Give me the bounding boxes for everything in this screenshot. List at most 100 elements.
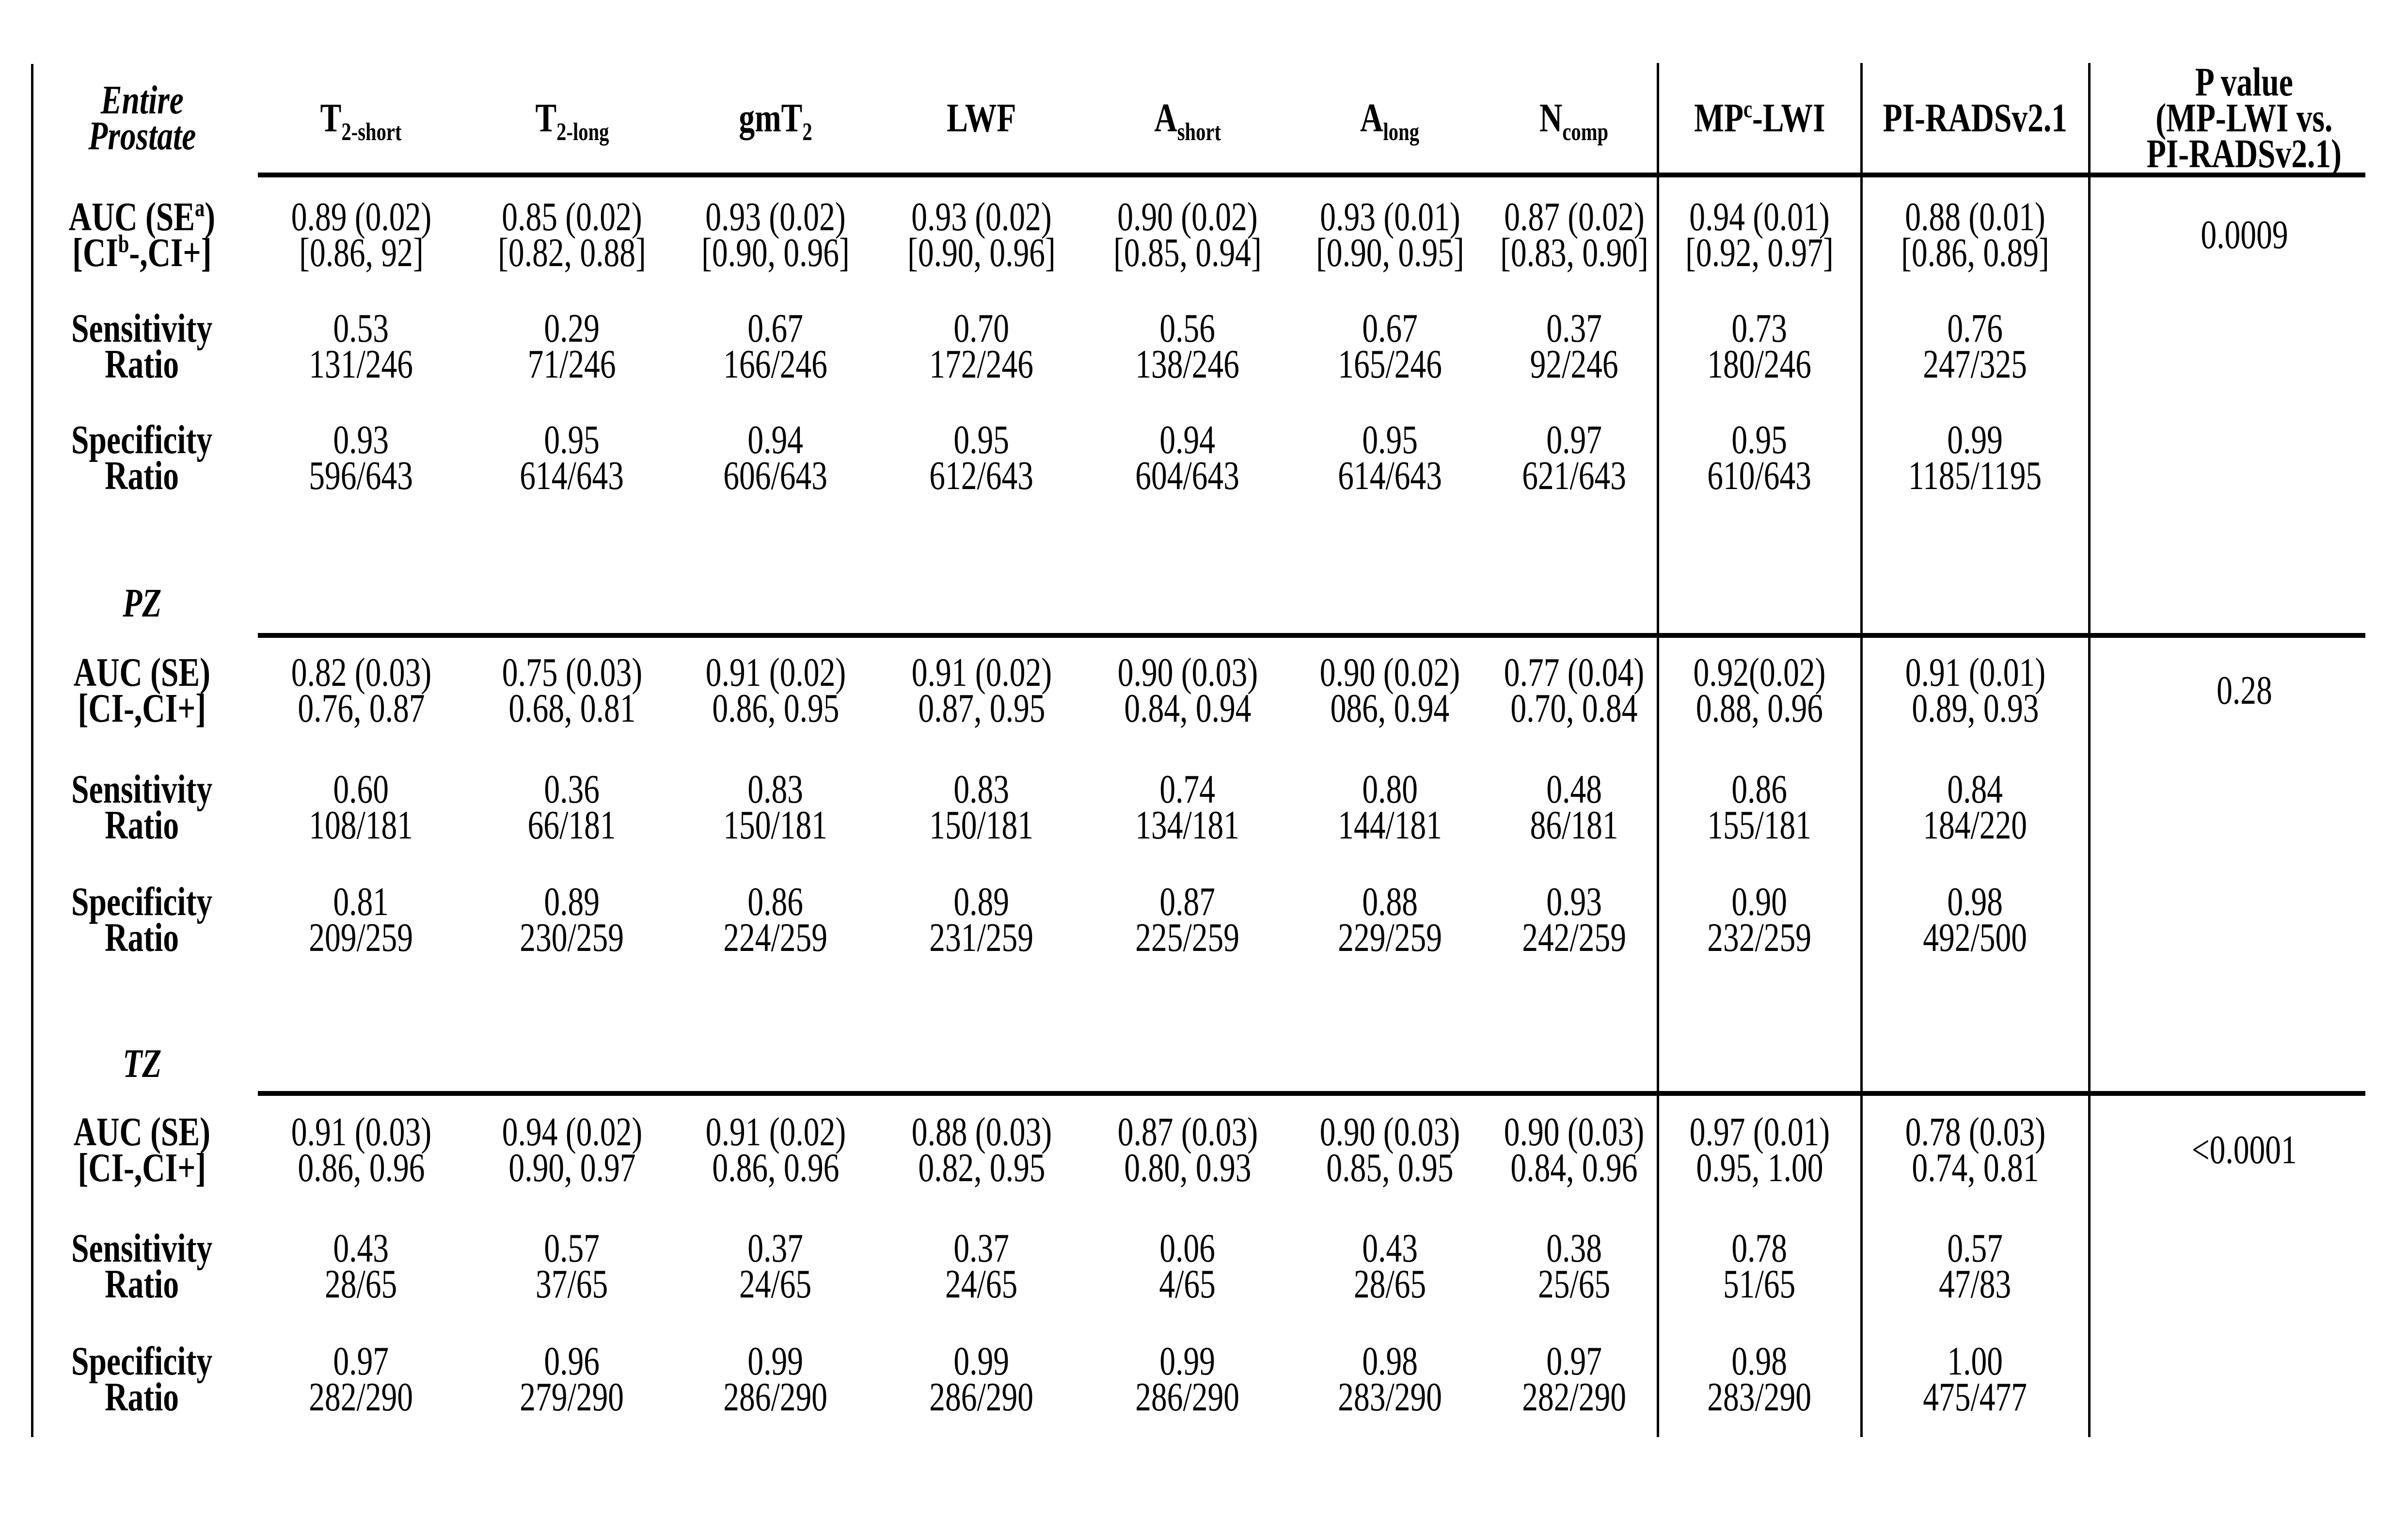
row-label-specificity: Specificity Ratio bbox=[71, 879, 213, 960]
col-header-pi-radsv21: PI-RADSv2.1 bbox=[1883, 95, 2068, 141]
cell: 0.90 (0.03) 0.85, 0.95 bbox=[1319, 1109, 1460, 1190]
cell: 0.99 286/290 bbox=[723, 1339, 828, 1420]
cell: 0.91 (0.02) 0.86, 0.95 bbox=[705, 650, 846, 731]
cell: 0.91 (0.03) 0.86, 0.96 bbox=[291, 1109, 431, 1190]
col-header-p-value: P value (MP-LWI vs. PI-RADSv2.1) bbox=[2146, 60, 2342, 176]
cell: 0.77 (0.04) 0.70, 0.84 bbox=[1504, 650, 1645, 731]
row-entire-specificity: Specificity Ratio 0.93 596/643 0.95 614/643… bbox=[32, 419, 2399, 497]
section-label-tz: TZ bbox=[122, 1041, 162, 1086]
row-pz-specificity: Specificity Ratio 0.81 209/259 0.89 230/259… bbox=[32, 881, 2399, 959]
row-label-specificity: Specificity Ratio bbox=[71, 1339, 213, 1420]
cell: 0.98 283/290 bbox=[1707, 1339, 1812, 1420]
row-tz-sensitivity: Sensitivity Ratio 0.43 28/65 0.57 37/65 0.3… bbox=[32, 1228, 2399, 1305]
col-header-gmt2: gmT2 bbox=[739, 95, 812, 146]
cell: 0.90 (0.02) 086, 0.94 bbox=[1319, 650, 1460, 731]
cell: 0.80 144/181 bbox=[1338, 767, 1442, 848]
cell: 0.91 (0.02) 0.86, 0.96 bbox=[705, 1109, 846, 1190]
p-value-cell-empty bbox=[2089, 308, 2399, 385]
cell: 0.89 (0.02) [0.86, 92] bbox=[291, 194, 431, 275]
p-value-cell-empty bbox=[2089, 419, 2399, 497]
row-label-specificity: Specificity Ratio bbox=[71, 417, 213, 498]
cell: 0.83 150/181 bbox=[929, 767, 1034, 848]
section-label-pz: PZ bbox=[122, 581, 162, 626]
cell: 0.94 606/643 bbox=[723, 417, 828, 498]
cell: 0.88 229/259 bbox=[1338, 879, 1442, 960]
cell: 0.88 (0.01) [0.86, 0.89] bbox=[1901, 194, 2049, 275]
cell: 0.70 172/246 bbox=[929, 306, 1034, 387]
cell: 0.93 242/259 bbox=[1522, 879, 1626, 960]
cell: 0.98 492/500 bbox=[1923, 879, 2028, 960]
p-value-cell-empty bbox=[2089, 881, 2399, 959]
divider-pirads-pvalue bbox=[2088, 63, 2091, 1437]
cell: 0.95 614/643 bbox=[520, 417, 624, 498]
cell: 0.78 51/65 bbox=[1723, 1226, 1796, 1307]
row-entire-sensitivity: Sensitivity Ratio 0.53 131/246 0.29 71/246 … bbox=[32, 308, 2399, 385]
cell: 0.97 (0.01) 0.95, 1.00 bbox=[1689, 1109, 1830, 1190]
cell: 0.67 165/246 bbox=[1338, 306, 1442, 387]
cell: 0.94 (0.02) 0.90, 0.97 bbox=[502, 1109, 642, 1190]
cell: 0.84 184/220 bbox=[1923, 767, 2028, 848]
cell: 0.97 282/290 bbox=[1522, 1339, 1626, 1420]
cell: 0.82 (0.03) 0.76, 0.87 bbox=[291, 650, 431, 731]
cell: 0.97 621/643 bbox=[1522, 417, 1626, 498]
cell: 0.98 283/290 bbox=[1338, 1339, 1442, 1420]
cell: 0.60 108/181 bbox=[309, 767, 413, 848]
cell: 0.96 279/290 bbox=[520, 1339, 624, 1420]
cell: 0.92(0.02) 0.88, 0.96 bbox=[1693, 650, 1826, 731]
row-label-auc: AUC (SE) [CI-,CI+] bbox=[73, 650, 211, 731]
cell: 0.93 596/643 bbox=[309, 417, 413, 498]
p-value-cell-empty bbox=[2089, 1341, 2399, 1418]
cell: 0.78 (0.03) 0.74, 0.81 bbox=[1905, 1109, 2045, 1190]
cell: 0.37 24/65 bbox=[945, 1226, 1018, 1307]
p-value-cell-empty bbox=[2089, 1228, 2399, 1305]
p-value-cell: 0.28 bbox=[2216, 668, 2272, 713]
cell: 0.87 (0.03) 0.80, 0.93 bbox=[1117, 1109, 1258, 1190]
cell: 0.91 (0.01) 0.89, 0.93 bbox=[1905, 650, 2045, 731]
col-header-t2-short: T2-short bbox=[320, 95, 402, 146]
cell: 0.91 (0.02) 0.87, 0.95 bbox=[911, 650, 1052, 731]
cell: 0.90 232/259 bbox=[1707, 879, 1812, 960]
cell: 0.57 37/65 bbox=[536, 1226, 608, 1307]
cell: 0.43 28/65 bbox=[325, 1226, 397, 1307]
cell: 1.00 475/477 bbox=[1923, 1339, 2028, 1420]
cell: 0.56 138/246 bbox=[1135, 306, 1240, 387]
row-pz-auc: AUC (SE) [CI-,CI+] 0.82 (0.03) 0.76, 0.87 … bbox=[32, 652, 2399, 729]
header-rule bbox=[258, 173, 2365, 177]
cell: 0.95 612/643 bbox=[929, 417, 1034, 498]
col-header-mp-lwi: MPc-LWI bbox=[1694, 95, 1825, 141]
row-pz-label: PZ bbox=[32, 569, 2399, 637]
p-value-cell: 0.0009 bbox=[2200, 212, 2288, 257]
cell: 0.38 25/65 bbox=[1537, 1226, 1611, 1307]
row-label-auc: AUC (SE) [CI-,CI+] bbox=[73, 1109, 211, 1190]
cell: 0.89 230/259 bbox=[520, 879, 624, 960]
col-header-t2-long: T2-long bbox=[535, 95, 609, 146]
row-label-auc: AUC (SEa) [CIb-,CI+] bbox=[68, 194, 216, 275]
header-row: Entire Prostate T2-short T2-long gmT2 LWF… bbox=[32, 62, 2399, 174]
cell: 0.90 (0.03) 0.84, 0.96 bbox=[1504, 1109, 1645, 1190]
cell: 0.86 155/181 bbox=[1707, 767, 1812, 848]
cell: 0.67 166/246 bbox=[723, 306, 828, 387]
col-header-entire-prostate: Entire Prostate bbox=[88, 78, 196, 158]
col-header-lwf: LWF bbox=[947, 95, 1016, 141]
cell: 0.94 604/643 bbox=[1135, 417, 1240, 498]
cell: 0.81 209/259 bbox=[309, 879, 413, 960]
cell: 0.75 (0.03) 0.68, 0.81 bbox=[502, 650, 642, 731]
cell: 0.97 282/290 bbox=[309, 1339, 413, 1420]
pz-rule bbox=[258, 633, 2365, 638]
cell: 0.29 71/246 bbox=[527, 306, 617, 387]
row-label-sensitivity: Sensitivity Ratio bbox=[71, 1226, 213, 1307]
row-label-sensitivity: Sensitivity Ratio bbox=[71, 306, 213, 387]
col-header-a-short: Ashort bbox=[1154, 95, 1221, 146]
cell: 0.86 224/259 bbox=[723, 879, 828, 960]
row-label-sensitivity: Sensitivity Ratio bbox=[71, 767, 213, 848]
cell: 0.94 (0.01) [0.92, 0.97] bbox=[1685, 194, 1834, 275]
cell: 0.36 66/181 bbox=[527, 767, 617, 848]
cell: 0.99 286/290 bbox=[929, 1339, 1034, 1420]
cell: 0.74 134/181 bbox=[1135, 767, 1240, 848]
row-tz-auc: AUC (SE) [CI-,CI+] 0.91 (0.03) 0.86, 0.96 … bbox=[32, 1111, 2399, 1189]
cell: 0.73 180/246 bbox=[1707, 306, 1812, 387]
cell: 0.90 (0.03) 0.84, 0.94 bbox=[1117, 650, 1258, 731]
cell: 0.53 131/246 bbox=[309, 306, 413, 387]
cell: 0.57 47/83 bbox=[1939, 1226, 2012, 1307]
